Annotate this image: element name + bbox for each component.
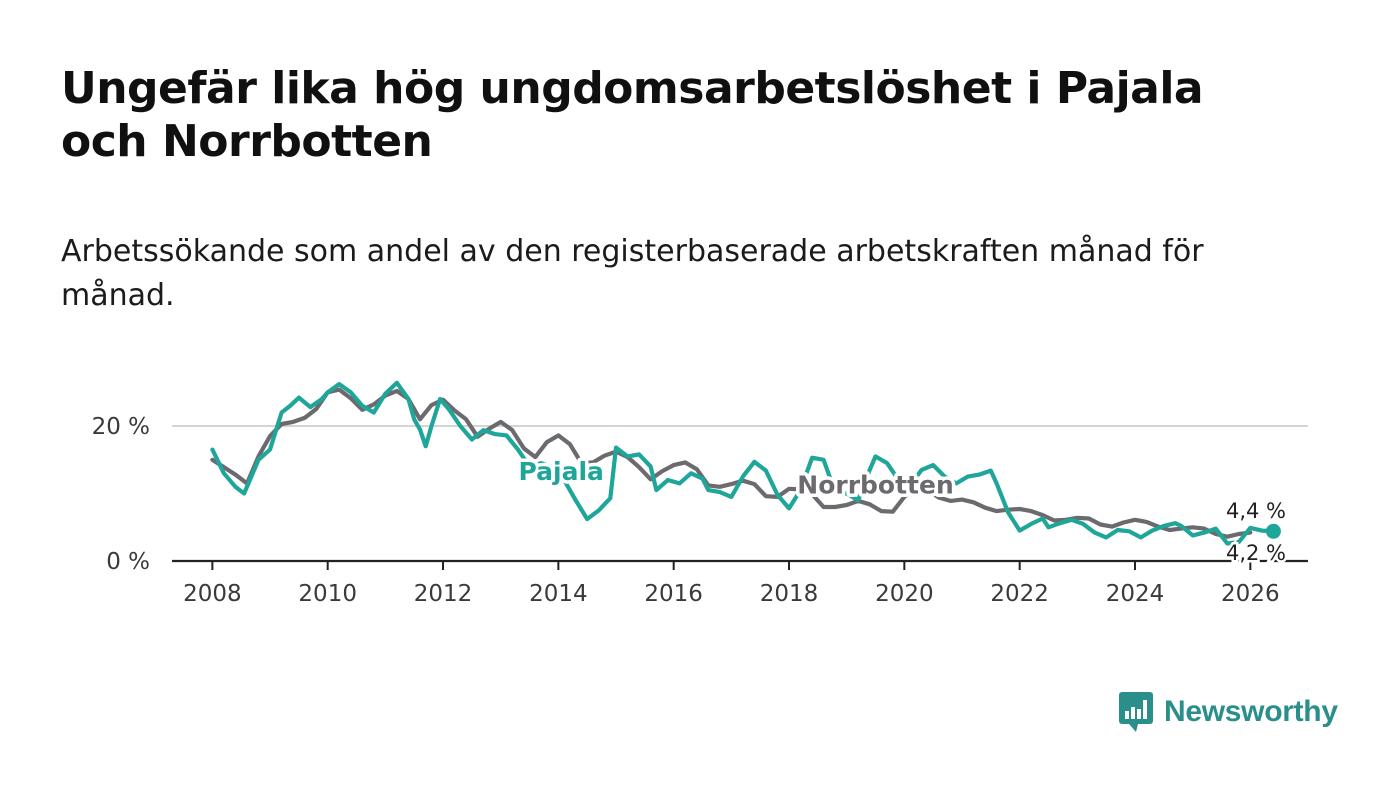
- brand-logo: Newsworthy: [1118, 688, 1338, 736]
- end-value-label-pajala: 4,4 %: [1226, 499, 1286, 523]
- newsworthy-logo-icon: [1119, 692, 1153, 732]
- x-tick-label: 2012: [414, 581, 473, 607]
- series-label-pajala: Pajala: [519, 457, 604, 486]
- series-endpoint-pajala: [1265, 523, 1281, 539]
- x-tick-label: 2020: [875, 581, 934, 607]
- y-tick-label: 0 %: [106, 549, 150, 575]
- x-tick-label: 2018: [760, 581, 819, 607]
- chart-title: Ungefär lika hög ungdomsarbetslöshet i P…: [61, 63, 1204, 167]
- series-lines: [210, 380, 1281, 546]
- x-tick-label: 2014: [529, 581, 588, 607]
- series-labels: Norrbotten Pajala 4,4 % 4,2 %: [515, 454, 1288, 568]
- brand-name: Newsworthy: [1164, 695, 1338, 728]
- x-tick-label: 2024: [1106, 581, 1165, 607]
- series-line-norrbotten: [210, 387, 1253, 539]
- series-line-pajala: [210, 380, 1276, 546]
- x-tick-label: 2026: [1221, 581, 1280, 607]
- end-value-label-norrbotten: 4,2 %: [1226, 541, 1286, 565]
- chart-subtitle: Arbetssökande som andel av den registerb…: [61, 234, 1204, 313]
- x-tick-label: 2008: [183, 581, 242, 607]
- x-tick-label: 2016: [644, 581, 703, 607]
- y-tick-label: 20 %: [92, 414, 150, 440]
- gridlines: 0 % 20 %: [92, 414, 1308, 575]
- series-label-norrbotten: Norrbotten: [797, 471, 953, 500]
- x-tick-label: 2010: [298, 581, 357, 607]
- x-axis: 2008 2010 2012 2014 2016 2018 2020 2022 2024 2026: [172, 559, 1308, 607]
- x-tick-label: 2022: [990, 581, 1049, 607]
